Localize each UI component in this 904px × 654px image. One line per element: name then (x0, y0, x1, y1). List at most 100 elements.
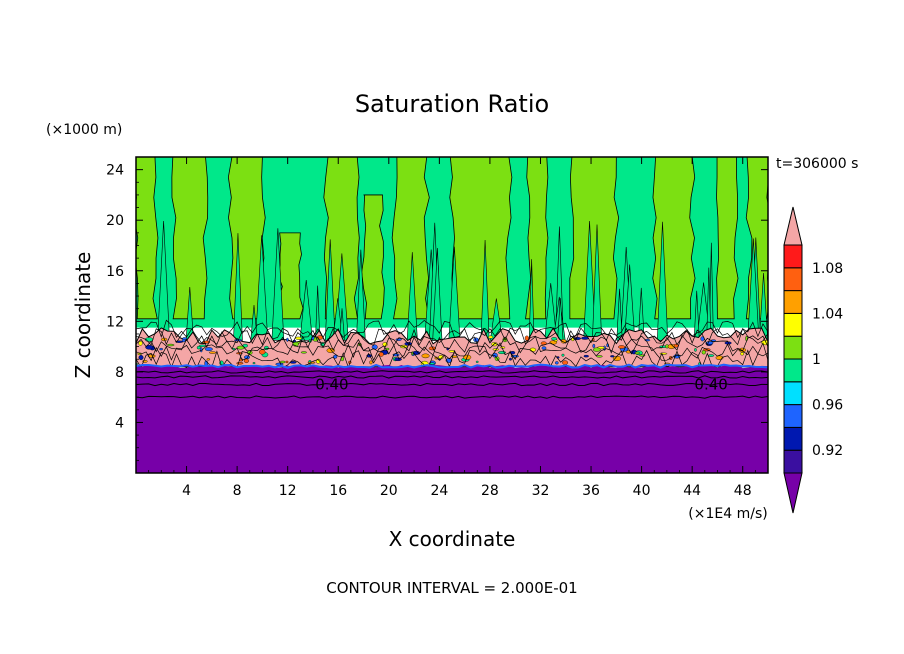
cloud-speckle (560, 339, 567, 344)
cloud-speckle (509, 357, 512, 361)
contour-line (136, 375, 768, 379)
plume (299, 280, 313, 341)
x-tick-label: 36 (582, 483, 600, 499)
contour-label: 0.40 (694, 376, 727, 394)
cloud-speckle (562, 360, 569, 365)
cloud-speckle (209, 351, 217, 354)
contour-line (136, 349, 768, 369)
contour-line (136, 319, 768, 339)
cloud-speckle (259, 349, 266, 355)
cloud-speckle (236, 362, 244, 365)
x-axis-label: X coordinate (389, 527, 516, 551)
cloud-speckle (618, 345, 626, 349)
chart-title: Saturation Ratio (355, 90, 549, 118)
plume (758, 272, 768, 341)
cloud-speckle (659, 352, 668, 355)
y-tick-label: 4 (115, 415, 124, 431)
colorbar-segment (783, 449, 803, 474)
supersaturated-band (277, 232, 304, 320)
time-label: t=306000 s (776, 156, 858, 172)
colorbar-tick-label: 1 (812, 352, 821, 368)
plume (448, 246, 461, 341)
contour-line (136, 395, 768, 399)
cloud-speckle (551, 337, 558, 341)
contour-line (136, 342, 768, 362)
cloud-speckle (159, 347, 163, 351)
cloud-speckle (694, 348, 697, 352)
colorbar-tick-label: 0.96 (812, 398, 843, 414)
colorbar-segment (783, 244, 803, 269)
y-axis-label: Z coordinate (71, 252, 95, 379)
plume (233, 233, 243, 341)
contour-line (136, 363, 768, 369)
colorbar-segment (783, 404, 803, 428)
colorbar-extend-low (783, 472, 803, 514)
cloud-speckle (634, 351, 640, 355)
cloud-speckle (428, 362, 435, 365)
cloud-speckle (166, 343, 175, 347)
cloud-speckle (204, 347, 213, 352)
colorbar-segment (783, 358, 803, 383)
x-tick-label: 16 (329, 483, 347, 499)
colorbar-tick-label: 1.08 (812, 261, 843, 277)
cloud-speckle (554, 361, 559, 365)
cloud-speckle (708, 354, 715, 357)
colorbar: 1.08 1.04 1 0.96 0.92 (783, 206, 843, 514)
plume (480, 240, 490, 341)
x-tick-label: 20 (380, 483, 398, 499)
cloud-speckle (610, 355, 615, 358)
supersaturated-band (716, 157, 739, 320)
plume (592, 224, 602, 341)
cloud-speckle (300, 351, 307, 354)
colorbar-segment (783, 290, 803, 314)
cloud-speckle (279, 360, 286, 364)
cloud-speckle (369, 360, 373, 365)
supersaturated-band (525, 157, 549, 320)
contour-interval-footer: CONTOUR INTERVAL = 2.000E-01 (326, 579, 577, 597)
cloud-speckle (524, 335, 529, 341)
y-tick-label: 24 (106, 163, 124, 179)
layer-subsaturated (136, 364, 768, 473)
cloud-speckle (138, 355, 144, 361)
contour-labels: 0.40 0.40 (315, 376, 728, 394)
y-tick-label: 12 (106, 314, 124, 330)
colorbar-extend-high (783, 206, 803, 246)
contour-line (136, 334, 768, 354)
cloud-speckle (438, 355, 444, 360)
cloud-speckle (421, 353, 430, 359)
cloud-speckle (500, 346, 506, 349)
plume (406, 252, 418, 341)
x-tick-label: 8 (233, 483, 242, 499)
colorbar-segment (783, 381, 803, 406)
plume (656, 221, 669, 341)
plot-area (136, 157, 768, 473)
contour-line (136, 327, 768, 346)
cloud-speckle (198, 344, 206, 348)
cloud-speckle (285, 360, 289, 364)
colorbar-segment (783, 312, 803, 337)
cloud-speckle (488, 335, 494, 339)
plume (250, 304, 258, 341)
cloud-speckle (295, 336, 302, 340)
x-axis: 4 8 12 16 20 24 28 32 36 40 44 48 (148, 157, 756, 499)
cloud-speckle (138, 340, 143, 346)
y-tick-label: 8 (115, 365, 124, 381)
colorbar-tick-label: 0.92 (812, 443, 843, 459)
cloud-speckle (706, 341, 714, 345)
plume (157, 220, 170, 341)
y-unit-label: (×1000 m) (46, 122, 122, 138)
plume (339, 308, 345, 341)
colorbar-segment (783, 426, 803, 451)
colorbar-segment (783, 335, 803, 360)
x-tick-label: 24 (430, 483, 448, 499)
y-axis: 4 8 12 16 20 24 (106, 163, 768, 461)
supersaturated-band (449, 157, 513, 320)
plume (693, 290, 700, 341)
supersaturated-band (361, 194, 385, 320)
cloud-speckle (252, 362, 256, 365)
x-tick-label: 32 (532, 483, 550, 499)
x-tick-label: 40 (633, 483, 651, 499)
cloud-speckle (145, 344, 154, 350)
cloud-speckle (740, 352, 745, 356)
